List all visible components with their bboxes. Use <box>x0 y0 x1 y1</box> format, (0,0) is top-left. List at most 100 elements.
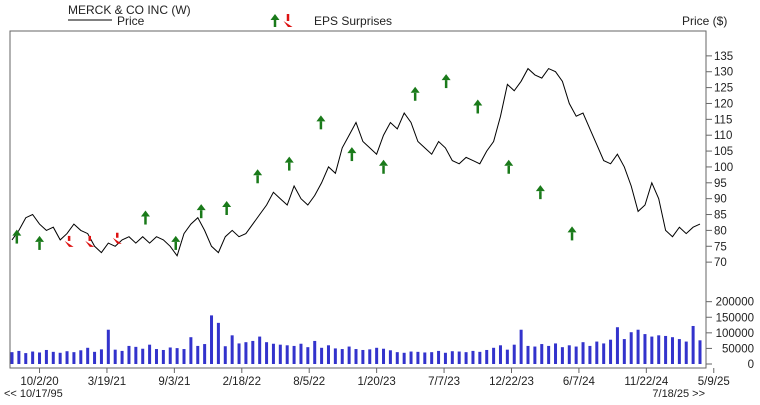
volume-bar <box>567 345 571 364</box>
volume-bar <box>306 347 310 364</box>
price-tick-label: 105 <box>714 146 733 158</box>
volume-bar <box>443 352 447 364</box>
volume-bar <box>691 325 695 364</box>
price-tick-label: 100 <box>714 162 733 174</box>
volume-bar <box>602 343 606 364</box>
volume-bar <box>540 344 544 364</box>
eps-up-arrow <box>504 159 514 174</box>
date-tick-label: 10/2/20 <box>20 376 58 388</box>
volume-bar <box>388 350 392 364</box>
volume-bar <box>24 353 28 364</box>
eps-up-arrow <box>410 86 420 101</box>
volume-bar <box>258 336 262 364</box>
volume-bar <box>292 345 296 364</box>
volume-bar <box>278 344 282 364</box>
eps-surprise-markers <box>12 74 577 250</box>
eps-down-arrow-head <box>85 240 95 247</box>
y-axis-label: Price ($) <box>682 14 727 28</box>
price-tick-label: 110 <box>714 130 732 142</box>
volume-bar <box>498 345 502 364</box>
eps-up-arrow <box>379 159 389 174</box>
volume-bar <box>347 346 351 364</box>
volume-bar <box>10 352 14 364</box>
eps-up-arrow-head <box>12 229 22 236</box>
eps-up-arrow <box>347 147 357 162</box>
volume-bar <box>492 347 496 364</box>
legend-eps-arrows-icon <box>270 14 293 27</box>
volume-bar <box>437 350 441 364</box>
eps-down-arrow <box>85 235 95 247</box>
plot-frame <box>9 30 707 369</box>
volume-tick-label: 200000 <box>716 297 754 309</box>
volume-bar <box>223 346 227 364</box>
nav-forward-link[interactable]: 7/18/25 >> <box>652 388 705 400</box>
eps-up-arrow-head <box>535 185 545 192</box>
volume-bar <box>505 349 509 364</box>
volume-bar <box>554 343 558 364</box>
volume-bar <box>609 339 613 364</box>
eps-up-arrow <box>12 229 22 244</box>
eps-down-arrow-head <box>112 237 122 244</box>
volume-bar <box>265 342 269 364</box>
volume-bar <box>106 329 110 364</box>
eps-up-arrow-head <box>316 115 326 122</box>
volume-bar <box>485 349 489 364</box>
price-tick-label: 125 <box>714 83 733 95</box>
volume-bar <box>127 345 131 364</box>
eps-up-arrow-head <box>347 147 357 154</box>
volume-bar <box>547 345 551 364</box>
eps-up-arrow-head <box>504 159 514 166</box>
eps-up-arrow-head <box>140 210 150 217</box>
price-line <box>11 67 701 257</box>
legend-up-arrow-icon <box>270 14 280 27</box>
volume-bar <box>31 351 35 364</box>
volume-tick-label: 150000 <box>716 312 754 324</box>
price-axis: 70 75 80 85 90 95 100 105 110 115 120 125 130 135 <box>706 51 733 269</box>
eps-up-arrow-head <box>196 204 206 211</box>
volume-bar <box>285 345 289 364</box>
volume-bar <box>354 349 358 364</box>
legend-down-arrow-icon-head <box>283 21 293 27</box>
date-tick-label: 1/20/23 <box>357 376 395 388</box>
volume-bar <box>457 351 461 364</box>
nav-back-link[interactable]: << 10/17/95 <box>4 388 63 400</box>
volume-bar <box>237 343 241 364</box>
date-tick-label: 8/5/22 <box>293 376 325 388</box>
volume-bar <box>230 335 234 364</box>
volume-bar <box>313 340 317 364</box>
price-tick-label: 85 <box>714 210 727 222</box>
date-tick-label: 2/18/22 <box>223 376 261 388</box>
date-tick-label: 9/3/21 <box>158 376 190 388</box>
volume-bar <box>79 350 83 364</box>
eps-up-arrow-head <box>222 201 232 208</box>
volume-bar <box>615 327 619 364</box>
volume-bar <box>99 349 103 364</box>
price-tick-label: 115 <box>714 114 732 126</box>
date-tick-label: 12/22/23 <box>489 376 534 388</box>
volume-bar <box>657 335 661 364</box>
volume-bar <box>244 342 248 364</box>
eps-up-arrow <box>222 201 232 216</box>
volume-bar <box>340 349 344 364</box>
volume-bar <box>38 352 42 364</box>
volume-bar <box>595 341 599 364</box>
volume-bar <box>175 348 179 364</box>
eps-up-arrow-head <box>567 226 577 233</box>
volume-bar <box>251 340 255 364</box>
price-tick-label: 90 <box>714 194 727 206</box>
price-tick-label: 80 <box>714 225 727 237</box>
volume-bar <box>519 329 523 364</box>
volume-bar <box>664 335 668 364</box>
volume-bar <box>141 348 145 364</box>
eps-up-arrow <box>253 169 263 184</box>
volume-bar <box>210 315 214 364</box>
volume-bar <box>333 348 337 364</box>
volume-bar <box>154 349 158 364</box>
volume-bar <box>698 340 702 364</box>
volume-bar <box>189 337 193 364</box>
volume-bar <box>203 344 207 364</box>
volume-bar <box>416 351 420 364</box>
volume-bar <box>368 349 372 364</box>
volume-bar <box>134 346 138 364</box>
eps-up-arrow <box>567 226 577 241</box>
